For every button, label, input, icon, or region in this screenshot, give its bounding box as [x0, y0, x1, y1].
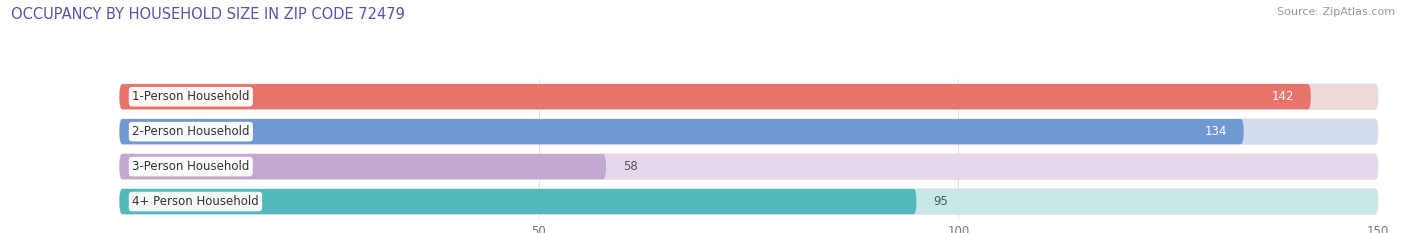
Text: 2-Person Household: 2-Person Household: [132, 125, 250, 138]
Text: 134: 134: [1205, 125, 1227, 138]
Text: Source: ZipAtlas.com: Source: ZipAtlas.com: [1277, 7, 1395, 17]
FancyBboxPatch shape: [120, 189, 917, 214]
FancyBboxPatch shape: [120, 119, 1378, 144]
FancyBboxPatch shape: [120, 119, 1244, 144]
FancyBboxPatch shape: [120, 154, 606, 179]
Text: 3-Person Household: 3-Person Household: [132, 160, 249, 173]
FancyBboxPatch shape: [120, 84, 1378, 109]
Text: 142: 142: [1271, 90, 1294, 103]
Text: 95: 95: [934, 195, 948, 208]
Text: OCCUPANCY BY HOUSEHOLD SIZE IN ZIP CODE 72479: OCCUPANCY BY HOUSEHOLD SIZE IN ZIP CODE …: [11, 7, 405, 22]
Text: 58: 58: [623, 160, 637, 173]
FancyBboxPatch shape: [120, 189, 1378, 214]
Text: 4+ Person Household: 4+ Person Household: [132, 195, 259, 208]
FancyBboxPatch shape: [120, 154, 1378, 179]
Text: 1-Person Household: 1-Person Household: [132, 90, 250, 103]
FancyBboxPatch shape: [120, 84, 1310, 109]
